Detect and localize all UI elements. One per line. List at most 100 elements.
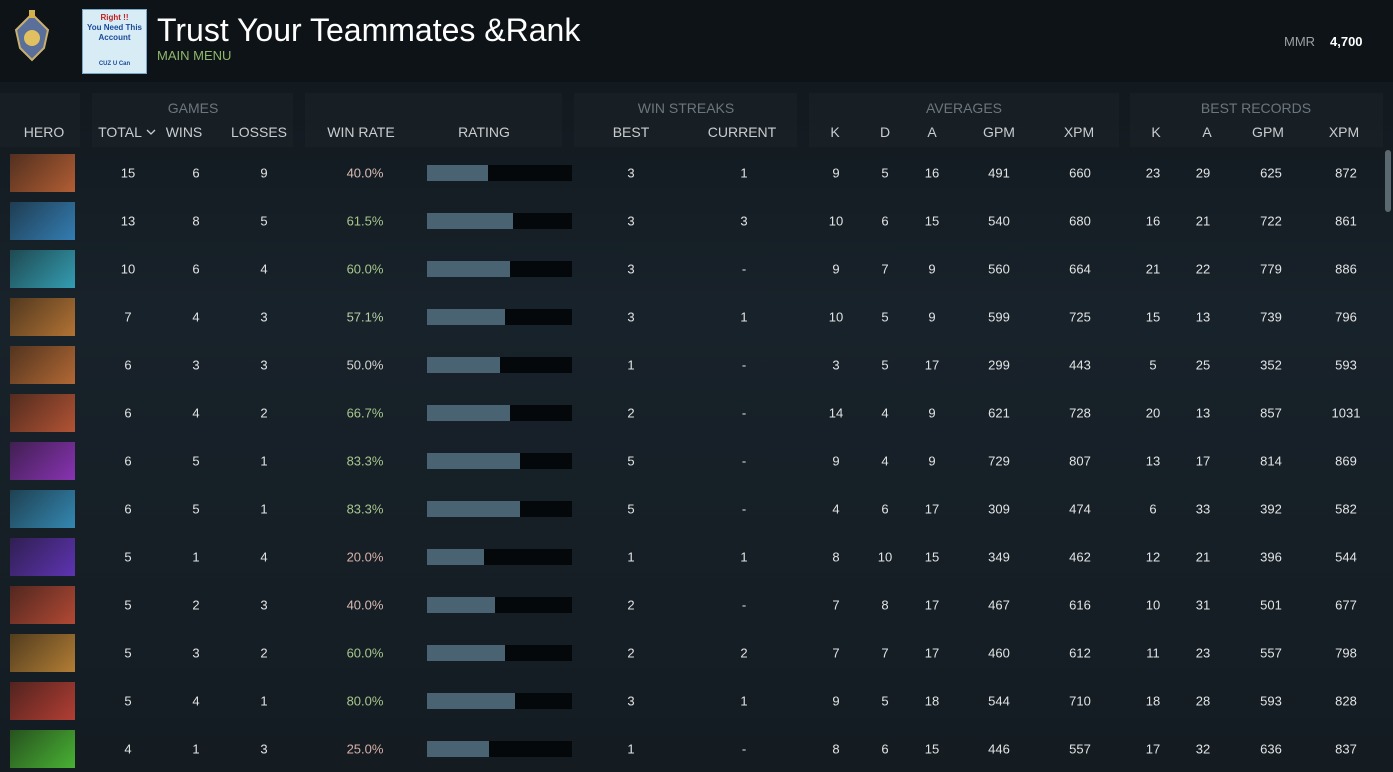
column-header: K — [1151, 124, 1161, 140]
stat-cell: 1 — [627, 549, 635, 565]
win-rate: 60.0% — [346, 645, 384, 661]
column-header: XPM — [1328, 124, 1360, 140]
win-rate: 61.5% — [346, 213, 384, 229]
stat-cell: 13 — [120, 213, 136, 229]
stat-cell: 5 — [260, 213, 268, 229]
hero-icon[interactable] — [10, 538, 75, 576]
profile-avatar[interactable]: Right !! You Need This Account CUZ U Can — [82, 9, 147, 74]
header-panel — [305, 93, 562, 147]
column-header: GPM — [1252, 124, 1284, 140]
stat-cell: 828 — [1335, 693, 1357, 709]
stat-cell: 664 — [1069, 261, 1091, 277]
main-menu-link[interactable]: MAIN MENU — [157, 48, 232, 63]
mmr-value: 4,700 — [1330, 34, 1363, 49]
stat-cell: 21 — [1195, 549, 1211, 565]
stat-cell: 2 — [192, 597, 200, 613]
stat-cell: 10 — [828, 309, 844, 325]
stat-cell: 779 — [1260, 261, 1282, 277]
stat-cell: 3 — [192, 645, 200, 661]
stat-cell: 7 — [881, 645, 889, 661]
stat-cell: 7 — [832, 597, 840, 613]
stat-cell: 1 — [627, 741, 635, 757]
stat-cell: 491 — [988, 165, 1010, 181]
stat-cell: 7 — [881, 261, 889, 277]
stat-cell: 6 — [881, 501, 889, 517]
hero-icon[interactable] — [10, 154, 75, 192]
stat-cell: - — [741, 261, 747, 277]
hero-icon[interactable] — [10, 346, 75, 384]
stat-cell: 2 — [260, 405, 268, 421]
stat-cell: 5 — [881, 357, 889, 373]
stat-cell: 13 — [1195, 309, 1211, 325]
scrollbar[interactable] — [1385, 150, 1391, 212]
column-header: CURRENT — [707, 124, 777, 140]
hero-icon[interactable] — [10, 490, 75, 528]
hero-icon[interactable] — [10, 730, 75, 768]
column-header: XPM — [1063, 124, 1095, 140]
stat-cell: 4 — [260, 549, 268, 565]
stat-cell: 6 — [124, 405, 132, 421]
top-bar — [0, 0, 1393, 82]
column-header: LOSSES — [230, 124, 288, 140]
stat-cell: 2 — [627, 405, 635, 421]
stat-cell: 3 — [627, 261, 635, 277]
stat-cell: 861 — [1335, 213, 1357, 229]
stat-cell: 621 — [988, 405, 1010, 421]
stat-cell: 5 — [124, 693, 132, 709]
column-header[interactable]: TOTAL — [98, 124, 142, 140]
win-rate: 40.0% — [346, 165, 384, 181]
stat-cell: 15 — [1145, 309, 1161, 325]
rating-bar — [427, 645, 506, 661]
column-header: RATING — [458, 124, 510, 140]
sort-indicator[interactable] — [146, 128, 156, 136]
stat-cell: 6 — [881, 213, 889, 229]
column-header: HERO — [23, 124, 65, 140]
win-rate: 83.3% — [346, 453, 384, 469]
hero-icon[interactable] — [10, 442, 75, 480]
win-rate: 57.1% — [346, 309, 384, 325]
group-header: AVERAGES — [926, 100, 1002, 116]
stat-cell: 4 — [881, 453, 889, 469]
stat-cell: 4 — [260, 261, 268, 277]
hero-icon[interactable] — [10, 202, 75, 240]
stat-cell: 796 — [1335, 309, 1357, 325]
stat-cell: 11 — [1146, 645, 1160, 661]
stat-cell: 5 — [627, 453, 635, 469]
win-rate: 66.7% — [346, 405, 384, 421]
hero-icon[interactable] — [10, 634, 75, 672]
win-rate: 80.0% — [346, 693, 384, 709]
stat-cell: 2 — [260, 645, 268, 661]
stat-cell: 349 — [988, 549, 1010, 565]
stat-cell: 3 — [260, 357, 268, 373]
rating-bar — [427, 357, 500, 373]
stat-cell: 6 — [124, 501, 132, 517]
stat-cell: 13 — [1195, 405, 1211, 421]
column-header: WIN RATE — [327, 124, 395, 140]
stat-cell: 1 — [627, 357, 635, 373]
stat-cell: 6 — [192, 165, 200, 181]
stat-cell: 16 — [1145, 213, 1161, 229]
stat-cell: 557 — [1069, 741, 1091, 757]
stat-cell: 593 — [1335, 357, 1357, 373]
stat-cell: 501 — [1260, 597, 1282, 613]
stat-cell: 739 — [1260, 309, 1282, 325]
column-header: D — [879, 124, 891, 140]
stat-cell: 8 — [832, 549, 840, 565]
hero-icon[interactable] — [10, 682, 75, 720]
stat-cell: 18 — [924, 693, 940, 709]
hero-icon[interactable] — [10, 586, 75, 624]
stat-cell: 4 — [881, 405, 889, 421]
hero-icon[interactable] — [10, 298, 75, 336]
win-rate: 83.3% — [346, 501, 384, 517]
column-header: A — [1202, 124, 1212, 140]
hero-icon[interactable] — [10, 394, 75, 432]
badge-text: Right !! — [100, 13, 129, 22]
stat-cell: 837 — [1335, 741, 1357, 757]
stat-cell: 544 — [1335, 549, 1357, 565]
stat-cell: 3 — [260, 309, 268, 325]
hero-icon[interactable] — [10, 250, 75, 288]
stat-cell: 2 — [740, 645, 748, 661]
stat-cell: 5 — [192, 453, 200, 469]
stat-cell: 9 — [832, 693, 840, 709]
